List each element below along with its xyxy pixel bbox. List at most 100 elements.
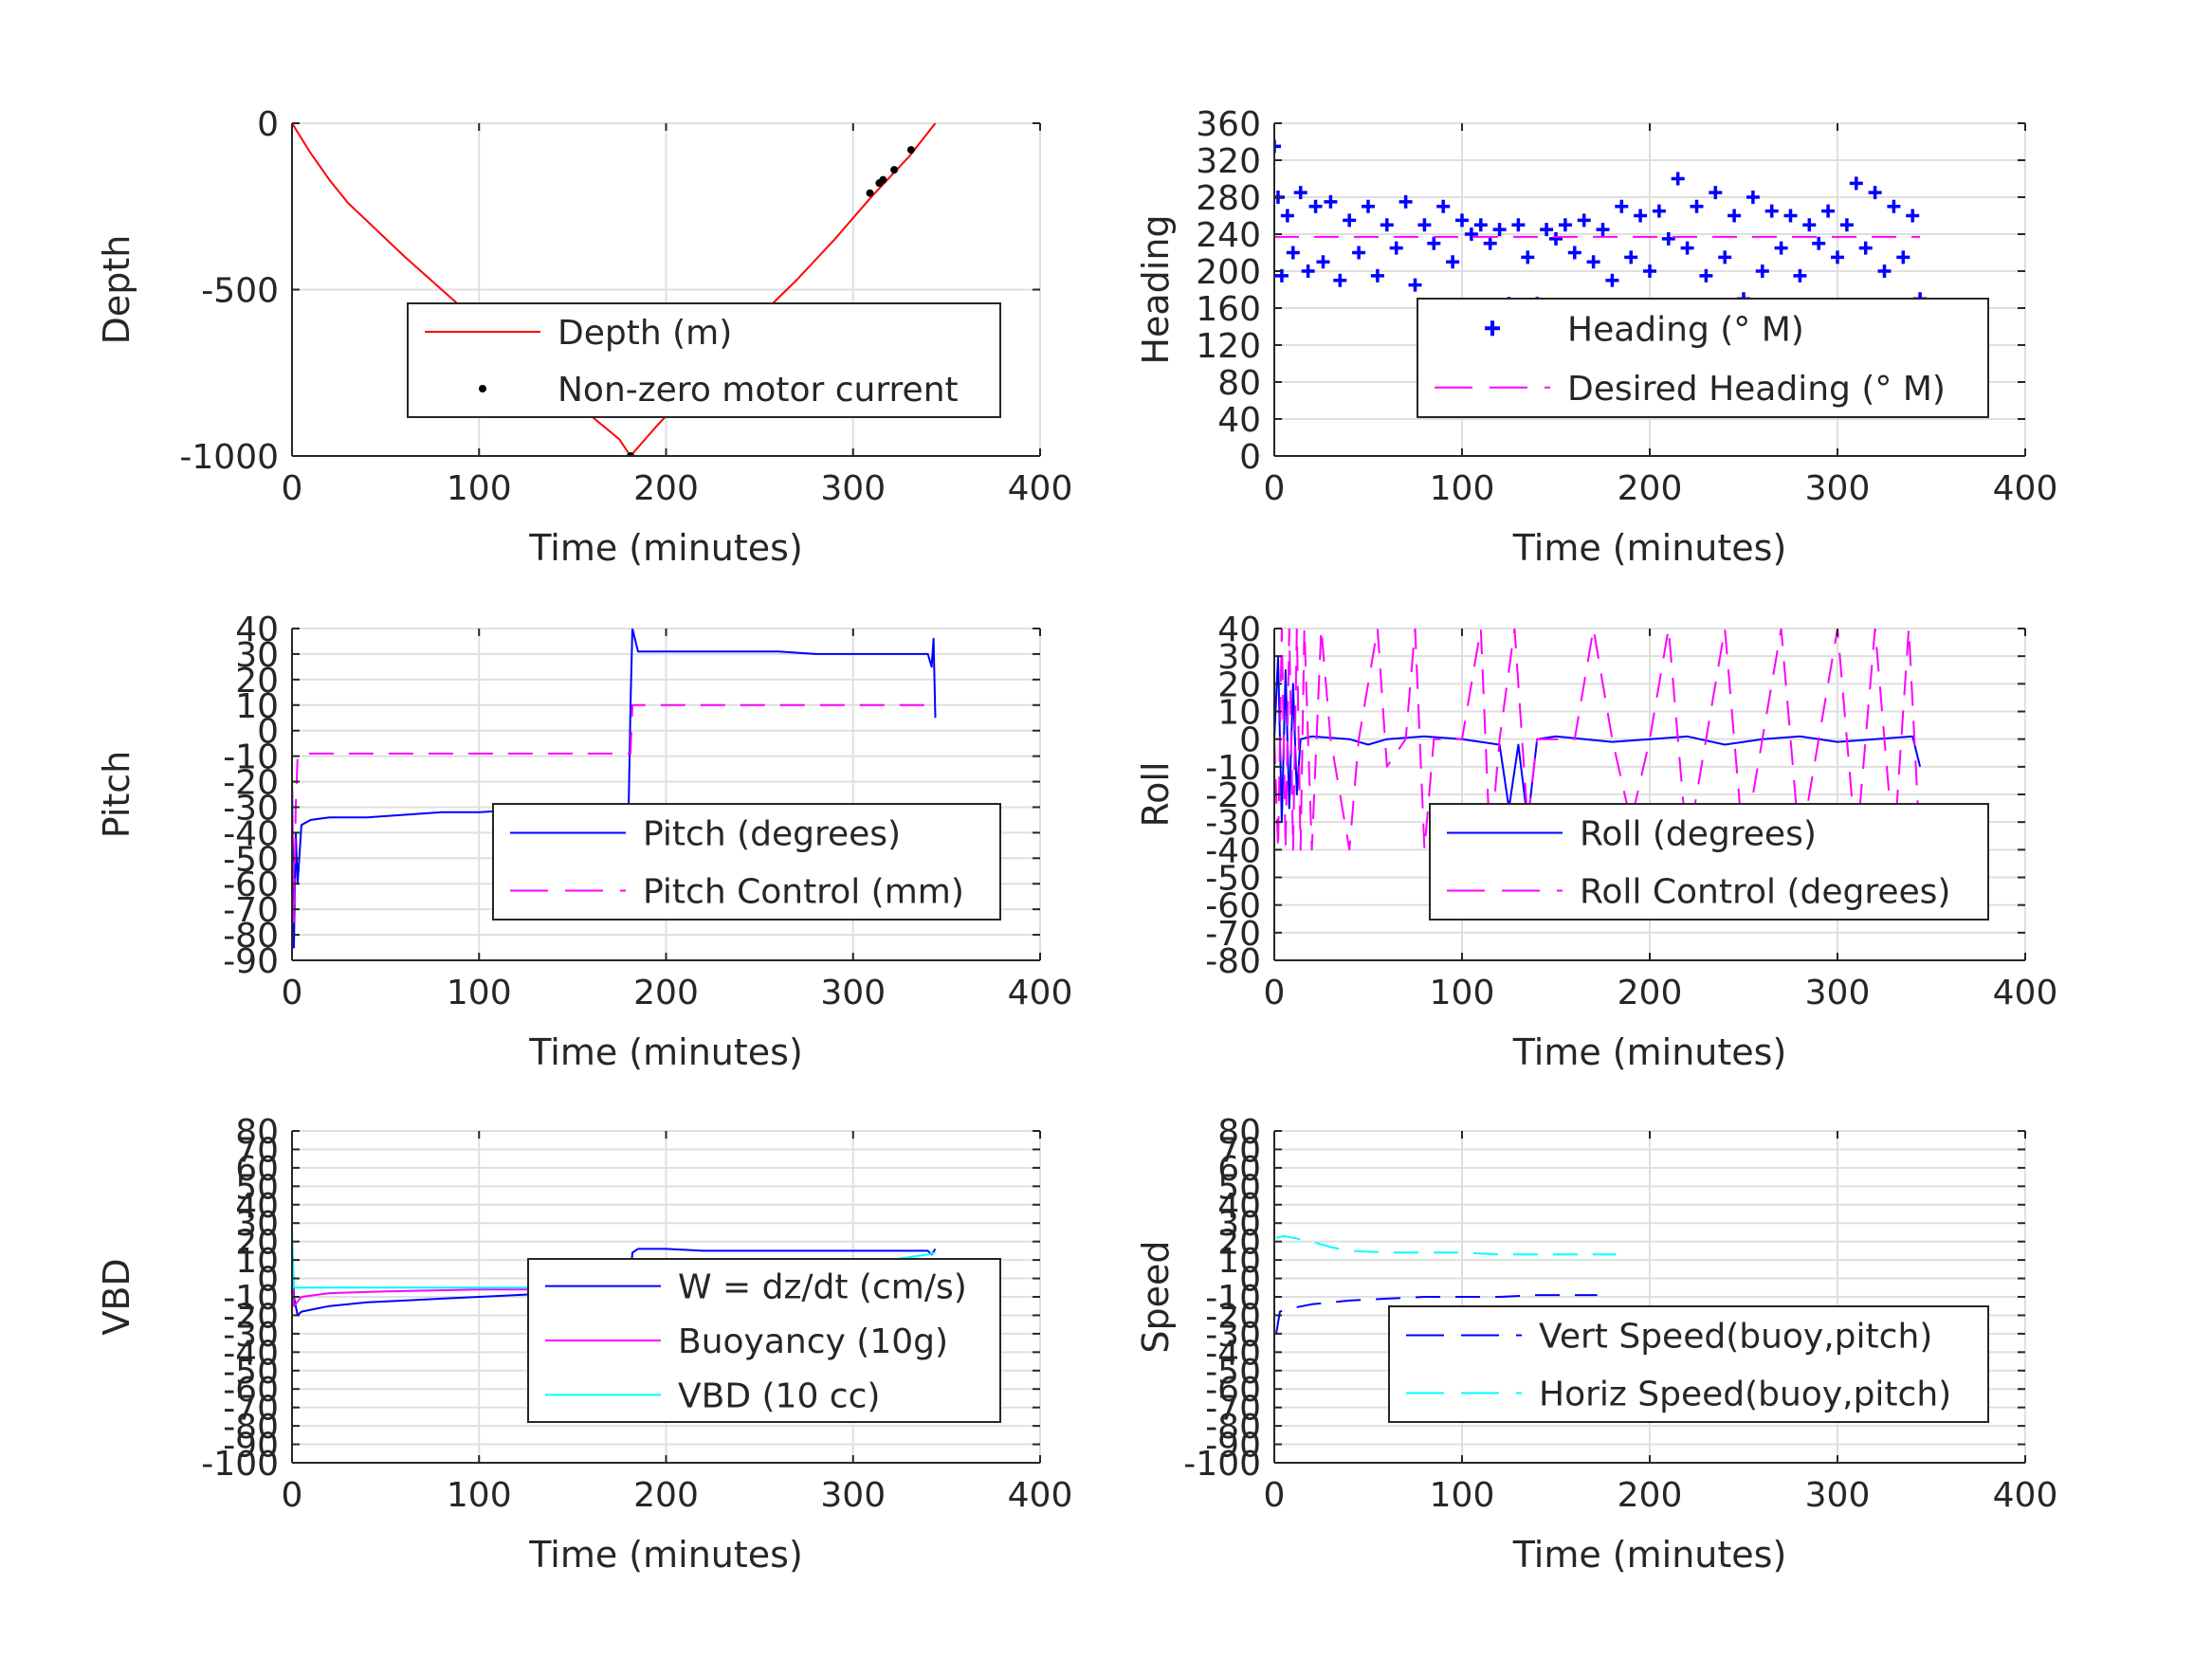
heading-point	[1887, 199, 1901, 213]
heading-point	[1858, 241, 1873, 255]
y-tick-label: -50	[1205, 1353, 1261, 1392]
x-tick-label: 0	[1264, 1476, 1286, 1515]
x-tick-label: 200	[633, 1476, 699, 1515]
y-tick-label: -10	[1205, 1279, 1261, 1318]
heading-point	[1652, 204, 1666, 218]
y-tick-label: 80	[235, 1113, 279, 1152]
heading-point	[1849, 176, 1863, 191]
y-tick-label: -90	[1205, 1427, 1261, 1466]
y-tick-label: -10	[1205, 749, 1261, 788]
y-tick-label: 0	[257, 1261, 279, 1300]
motor-current-point	[866, 189, 874, 197]
y-tick-label: 70	[235, 1131, 279, 1170]
x-tick-label: 300	[1805, 469, 1871, 508]
y-tick-label: -1000	[179, 438, 279, 477]
subplot-3: 0 100 200 300 400-90-80-70-60-50-40-30-20-10…	[96, 611, 1072, 1073]
y-tick-label: -90	[223, 942, 279, 981]
heading-point	[1511, 218, 1526, 232]
heading-point	[1417, 218, 1432, 232]
y-tick-label: -30	[223, 789, 279, 828]
y-tick-label: 20	[1217, 665, 1261, 704]
y-tick-label: -70	[223, 891, 279, 930]
y-tick-label: -60	[1205, 1371, 1261, 1410]
y-tick-label: 0	[257, 105, 279, 144]
legend-box	[1388, 1305, 1989, 1423]
y-tick-label: 280	[1196, 179, 1261, 218]
x-tick-label: 100	[447, 469, 512, 508]
y-tick-label: 60	[235, 1150, 279, 1189]
legend-label: Vert Speed(buoy,pitch)	[1539, 1318, 1932, 1357]
heading-point	[1690, 199, 1704, 213]
legend: W = dz/dt (cm/s) Buoyancy (10g) VBD (10 cc…	[527, 1258, 1001, 1423]
x-tick-label: 300	[1805, 974, 1871, 1012]
subplot-2: 0 100 200 300 40004080120160200240280320360T…	[1135, 105, 2057, 569]
x-tick-label: 0	[282, 1476, 303, 1515]
heading-point	[1473, 218, 1488, 232]
y-tick-label: -20	[1205, 1297, 1261, 1336]
heading-point	[1596, 223, 1610, 237]
heading-point	[1718, 250, 1732, 264]
heading-point	[1286, 246, 1300, 260]
x-tick-label: 400	[1008, 469, 1073, 508]
y-tick-label: -30	[223, 1316, 279, 1355]
y-tick-label: -60	[223, 1371, 279, 1410]
heading-point	[1540, 223, 1554, 237]
y-tick-label: 50	[235, 1168, 279, 1207]
legend-box	[407, 302, 1001, 418]
heading-point	[1661, 231, 1675, 246]
y-tick-label: 20	[235, 662, 279, 701]
y-tick-label: 30	[1217, 1205, 1261, 1244]
heading-point	[1333, 273, 1347, 287]
heading-point	[1389, 241, 1403, 255]
heading-point	[1343, 213, 1357, 228]
heading-point	[1427, 236, 1441, 250]
x-tick-label: 100	[447, 1476, 512, 1515]
y-tick-label: -60	[223, 866, 279, 904]
y-tick-label: 160	[1196, 290, 1261, 329]
heading-point	[1408, 278, 1422, 292]
y-axis-label: Roll	[1135, 761, 1177, 827]
y-axis-label: Depth	[96, 235, 137, 345]
heading-point	[1877, 264, 1892, 278]
y-tick-label: -50	[1205, 860, 1261, 899]
x-tick-label: 200	[633, 974, 699, 1012]
heading-point	[1699, 268, 1713, 283]
subplot-5: 0 100 200 300 400-100-90-80-70-60-50-40-30-2…	[96, 1113, 1072, 1576]
y-tick-label: 10	[235, 687, 279, 726]
heading-point	[1586, 255, 1600, 269]
y-tick-label: 70	[1217, 1131, 1261, 1170]
y-tick-label: -20	[1205, 776, 1261, 815]
y-tick-label: -40	[1205, 831, 1261, 870]
x-tick-label: 200	[1618, 469, 1683, 508]
legend-box	[1429, 803, 1989, 921]
y-tick-label: -100	[201, 1445, 279, 1484]
heading-point	[1577, 213, 1591, 228]
legend-label: W = dz/dt (cm/s)	[678, 1268, 967, 1307]
heading-point	[1436, 199, 1451, 213]
y-axis-label: VBD	[96, 1258, 137, 1335]
y-tick-label: -100	[1183, 1445, 1261, 1484]
heading-point	[1746, 191, 1760, 204]
y-tick-label: 10	[235, 1242, 279, 1281]
y-tick-label: 10	[1217, 694, 1261, 733]
heading-point	[1567, 246, 1581, 260]
legend-label: Heading (° M)	[1567, 310, 1804, 349]
heading-point	[1774, 241, 1788, 255]
subplot-1: 0 100 200 300 400 -1000 -500 0 Time (minutes) Dep…	[96, 105, 1072, 569]
y-tick-label: 0	[1239, 438, 1261, 477]
heading-point	[1301, 264, 1315, 278]
heading-point	[1906, 209, 1920, 223]
heading-point	[1793, 268, 1807, 283]
heading-point	[1671, 172, 1685, 186]
x-tick-label: 300	[820, 469, 886, 508]
legend: Vert Speed(buoy,pitch) Horiz Speed(buoy,p…	[1388, 1305, 1989, 1423]
y-tick-label: -80	[1205, 942, 1261, 981]
y-tick-label: 0	[257, 713, 279, 752]
heading-point	[1293, 186, 1307, 200]
heading-point	[1380, 218, 1394, 232]
y-axis-label: Heading	[1135, 214, 1177, 364]
y-tick-label: -40	[223, 814, 279, 853]
heading-point	[1728, 209, 1742, 223]
heading-point	[1839, 218, 1854, 232]
heading-point	[1624, 250, 1638, 264]
